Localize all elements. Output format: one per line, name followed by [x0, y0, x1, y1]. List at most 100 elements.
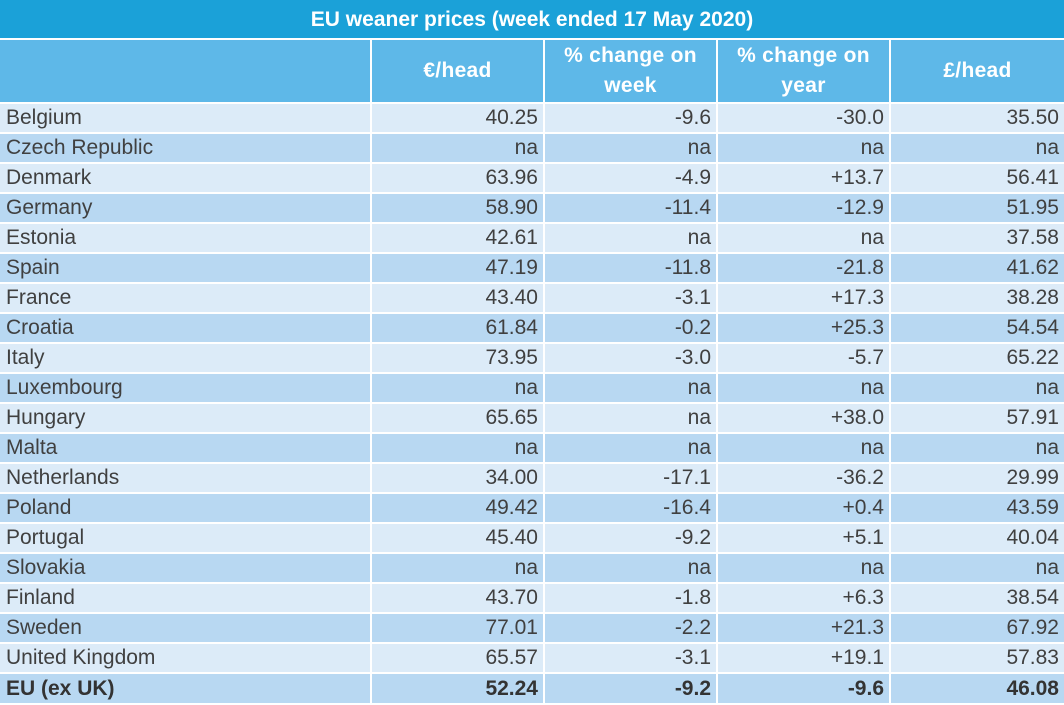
cell-country: Spain	[0, 253, 372, 284]
cell-change-week: -4.9	[544, 163, 718, 194]
cell-change-week: -3.1	[544, 283, 718, 314]
cell-gbp-per-head: na	[890, 433, 1064, 464]
cell-change-week: -1.8	[544, 583, 718, 614]
cell-country: France	[0, 283, 372, 314]
cell-change-week: -0.2	[544, 313, 718, 344]
cell-eur-per-head: 40.25	[371, 103, 545, 134]
cell-country: Slovakia	[0, 553, 372, 584]
cell-change-year: +5.1	[717, 523, 891, 554]
cell-change-year: +38.0	[717, 403, 891, 434]
cell-country: Poland	[0, 493, 372, 524]
cell-change-week: -16.4	[544, 493, 718, 524]
table-row: Germany 58.90 -11.4 -12.9 51.95	[0, 193, 1064, 224]
cell-country: Italy	[0, 343, 372, 374]
table-row: Estonia 42.61 na na 37.58	[0, 223, 1064, 254]
cell-country: Sweden	[0, 613, 372, 644]
cell-eur-per-head: 73.95	[371, 343, 545, 374]
cell-gbp-per-head: 38.54	[890, 583, 1064, 614]
cell-change-year: -21.8	[717, 253, 891, 284]
cell-country: Croatia	[0, 313, 372, 344]
cell-change-year: -30.0	[717, 103, 891, 134]
cell-country: Denmark	[0, 163, 372, 194]
cell-change-week: na	[544, 433, 718, 464]
cell-eur-per-head: 47.19	[371, 253, 545, 284]
cell-country: EU (ex UK)	[0, 673, 372, 703]
cell-gbp-per-head: 67.92	[890, 613, 1064, 644]
table-row: Spain 47.19 -11.8 -21.8 41.62	[0, 253, 1064, 284]
cell-eur-per-head: 65.65	[371, 403, 545, 434]
cell-eur-per-head: 77.01	[371, 613, 545, 644]
table-title: EU weaner prices (week ended 17 May 2020…	[0, 0, 1064, 40]
table-row: Finland 43.70 -1.8 +6.3 38.54	[0, 583, 1064, 614]
cell-change-year: na	[717, 133, 891, 164]
cell-eur-per-head: na	[371, 553, 545, 584]
cell-change-week: -3.0	[544, 343, 718, 374]
table-row: Luxembourg na na na na	[0, 373, 1064, 404]
cell-change-year: na	[717, 373, 891, 404]
cell-gbp-per-head: 54.54	[890, 313, 1064, 344]
cell-change-week: -17.1	[544, 463, 718, 494]
cell-change-week: na	[544, 133, 718, 164]
cell-change-year: +0.4	[717, 493, 891, 524]
cell-eur-per-head: 61.84	[371, 313, 545, 344]
table-row: Netherlands 34.00 -17.1 -36.2 29.99	[0, 463, 1064, 494]
cell-gbp-per-head: 43.59	[890, 493, 1064, 524]
cell-change-week: -11.8	[544, 253, 718, 284]
cell-gbp-per-head: 29.99	[890, 463, 1064, 494]
cell-change-week: -11.4	[544, 193, 718, 224]
cell-eur-per-head: 34.00	[371, 463, 545, 494]
cell-change-year: +6.3	[717, 583, 891, 614]
cell-country: Luxembourg	[0, 373, 372, 404]
cell-change-week: -9.6	[544, 103, 718, 134]
cell-gbp-per-head: na	[890, 133, 1064, 164]
header-change-year: % change on year	[717, 40, 891, 104]
table-row: Poland 49.42 -16.4 +0.4 43.59	[0, 493, 1064, 524]
cell-gbp-per-head: 57.91	[890, 403, 1064, 434]
table-row: Czech Republic na na na na	[0, 133, 1064, 164]
cell-change-week: -2.2	[544, 613, 718, 644]
cell-change-year: -9.6	[717, 673, 891, 703]
table-row: Slovakia na na na na	[0, 553, 1064, 584]
header-change-week: % change on week	[544, 40, 718, 104]
cell-country: United Kingdom	[0, 643, 372, 674]
cell-change-year: na	[717, 553, 891, 584]
cell-eur-per-head: 65.57	[371, 643, 545, 674]
cell-country: Finland	[0, 583, 372, 614]
table-row-total: EU (ex UK) 52.24 -9.2 -9.6 46.08	[0, 673, 1064, 703]
cell-change-year: +13.7	[717, 163, 891, 194]
header-country	[0, 40, 372, 104]
table-row: Sweden 77.01 -2.2 +21.3 67.92	[0, 613, 1064, 644]
cell-gbp-per-head: 51.95	[890, 193, 1064, 224]
table-row: United Kingdom 65.57 -3.1 +19.1 57.83	[0, 643, 1064, 674]
cell-change-year: -36.2	[717, 463, 891, 494]
cell-change-year: na	[717, 223, 891, 254]
cell-gbp-per-head: 65.22	[890, 343, 1064, 374]
cell-change-year: na	[717, 433, 891, 464]
cell-gbp-per-head: 35.50	[890, 103, 1064, 134]
cell-change-week: -9.2	[544, 673, 718, 703]
cell-eur-per-head: 58.90	[371, 193, 545, 224]
table-row: Italy 73.95 -3.0 -5.7 65.22	[0, 343, 1064, 374]
header-row: €/head % change on week % change on year…	[0, 40, 1064, 104]
cell-change-year: -5.7	[717, 343, 891, 374]
table-body: Belgium 40.25 -9.6 -30.0 35.50 Czech Republic…	[0, 103, 1064, 703]
cell-country: Germany	[0, 193, 372, 224]
cell-eur-per-head: 43.40	[371, 283, 545, 314]
table-row: Denmark 63.96 -4.9 +13.7 56.41	[0, 163, 1064, 194]
cell-country: Netherlands	[0, 463, 372, 494]
cell-country: Belgium	[0, 103, 372, 134]
cell-gbp-per-head: na	[890, 373, 1064, 404]
table-row: France 43.40 -3.1 +17.3 38.28	[0, 283, 1064, 314]
cell-eur-per-head: na	[371, 133, 545, 164]
cell-gbp-per-head: 41.62	[890, 253, 1064, 284]
cell-gbp-per-head: 37.58	[890, 223, 1064, 254]
cell-gbp-per-head: 56.41	[890, 163, 1064, 194]
cell-country: Malta	[0, 433, 372, 464]
cell-gbp-per-head: 57.83	[890, 643, 1064, 674]
header-gbp-per-head: £/head	[890, 40, 1064, 104]
cell-eur-per-head: 52.24	[371, 673, 545, 703]
table-row: Malta na na na na	[0, 433, 1064, 464]
cell-eur-per-head: na	[371, 373, 545, 404]
cell-change-week: -3.1	[544, 643, 718, 674]
